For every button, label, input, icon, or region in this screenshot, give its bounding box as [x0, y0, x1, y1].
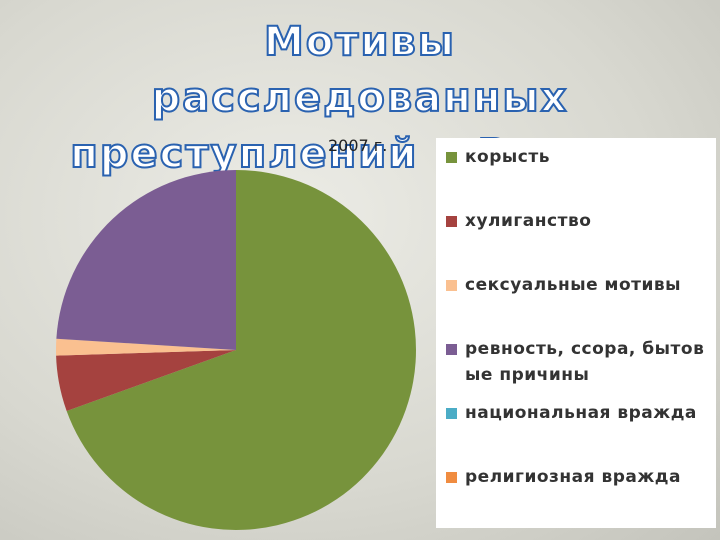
- pie-slice: [56, 350, 236, 411]
- legend-item: национальная вражда: [446, 400, 708, 464]
- legend-label: национальная вражда: [465, 403, 697, 423]
- legend-swatch: [446, 472, 457, 483]
- chart-subtitle: 2007 г.: [328, 136, 388, 155]
- legend-item: сексуальные мотивы: [446, 272, 708, 336]
- legend-label: сексуальные мотивы: [465, 275, 682, 295]
- legend: корысть хулиганство сексуальные мотивы ревн…: [436, 138, 716, 528]
- legend-swatch: [446, 152, 457, 163]
- legend-item: корысть: [446, 144, 708, 208]
- legend-item: ревность, ссора, бытовые причины: [446, 336, 708, 400]
- legend-swatch: [446, 280, 457, 291]
- legend-swatch: [446, 216, 457, 227]
- legend-swatch: [446, 408, 457, 419]
- legend-label: корысть: [465, 147, 550, 167]
- pie-slice: [66, 170, 416, 530]
- legend-label: ревность, ссора, бытовые причины: [465, 339, 705, 385]
- pie-slice: [56, 170, 236, 350]
- legend-label: хулиганство: [465, 211, 592, 231]
- legend-item: религиозная вражда: [446, 464, 708, 528]
- pie-slice: [56, 338, 237, 356]
- legend-label: религиозная вражда: [465, 467, 681, 487]
- legend-swatch: [446, 344, 457, 355]
- legend-item: хулиганство: [446, 208, 708, 272]
